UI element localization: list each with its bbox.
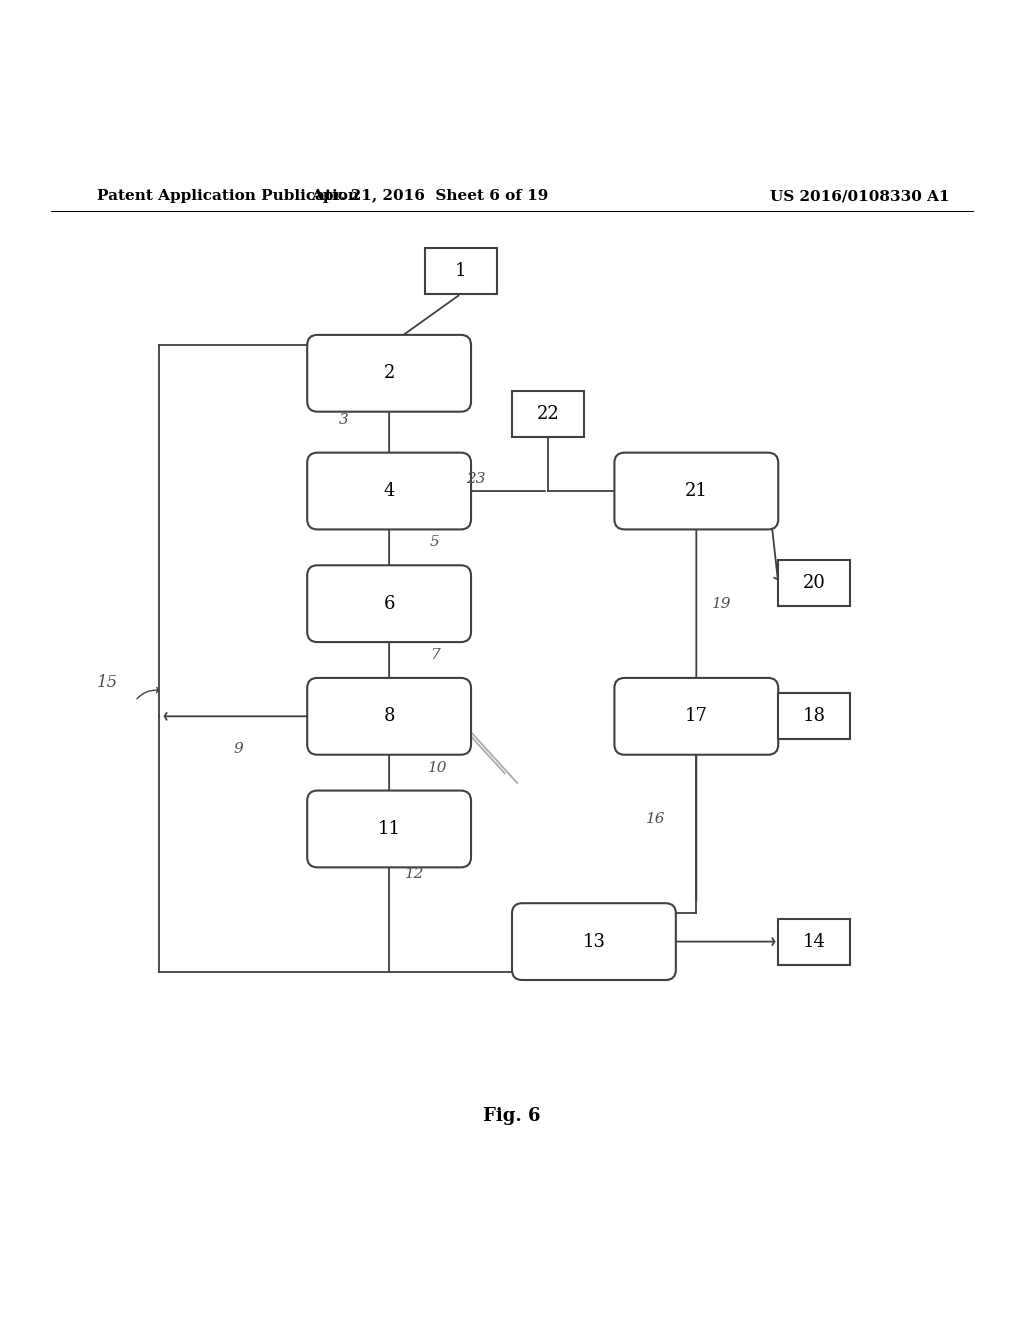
FancyBboxPatch shape — [307, 565, 471, 642]
Text: 14: 14 — [803, 933, 825, 950]
FancyBboxPatch shape — [307, 335, 471, 412]
Text: 7: 7 — [430, 648, 440, 661]
Text: 2: 2 — [383, 364, 395, 383]
FancyBboxPatch shape — [614, 453, 778, 529]
Text: 6: 6 — [383, 595, 395, 612]
Text: 5: 5 — [430, 535, 440, 549]
FancyBboxPatch shape — [614, 678, 778, 755]
Text: 3: 3 — [338, 413, 348, 428]
Text: US 2016/0108330 A1: US 2016/0108330 A1 — [770, 189, 950, 203]
FancyBboxPatch shape — [512, 391, 584, 437]
Text: 21: 21 — [685, 482, 708, 500]
FancyBboxPatch shape — [307, 678, 471, 755]
Text: 4: 4 — [383, 482, 395, 500]
Text: 12: 12 — [404, 867, 424, 882]
Text: 19: 19 — [712, 597, 731, 611]
Text: 1: 1 — [455, 261, 467, 280]
FancyBboxPatch shape — [778, 560, 850, 606]
Text: 18: 18 — [803, 708, 825, 725]
FancyBboxPatch shape — [778, 693, 850, 739]
Text: 11: 11 — [378, 820, 400, 838]
Text: 17: 17 — [685, 708, 708, 725]
FancyBboxPatch shape — [307, 453, 471, 529]
Text: 13: 13 — [583, 933, 605, 950]
Text: 23: 23 — [466, 473, 485, 486]
Text: 10: 10 — [428, 760, 447, 775]
Text: Patent Application Publication: Patent Application Publication — [97, 189, 359, 203]
Text: Fig. 6: Fig. 6 — [483, 1106, 541, 1125]
FancyBboxPatch shape — [512, 903, 676, 979]
Text: 16: 16 — [646, 812, 666, 826]
FancyBboxPatch shape — [307, 791, 471, 867]
Text: 9: 9 — [233, 742, 243, 756]
Text: 20: 20 — [803, 574, 825, 593]
Text: 22: 22 — [537, 405, 559, 424]
FancyBboxPatch shape — [425, 248, 497, 294]
Text: 8: 8 — [383, 708, 395, 725]
FancyBboxPatch shape — [778, 919, 850, 965]
Text: Apr. 21, 2016  Sheet 6 of 19: Apr. 21, 2016 Sheet 6 of 19 — [311, 189, 549, 203]
Text: 15: 15 — [96, 675, 118, 692]
